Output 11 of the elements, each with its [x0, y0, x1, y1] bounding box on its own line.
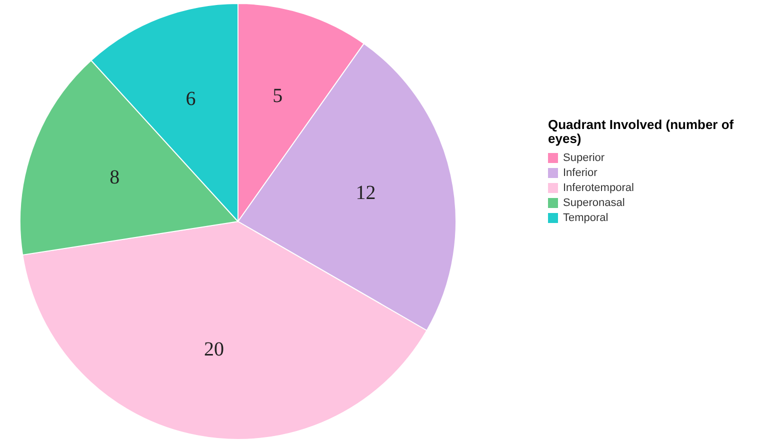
legend-label: Temporal — [563, 212, 608, 224]
data-label: 12 — [356, 182, 376, 204]
legend-title: Quadrant Involved (number of eyes) — [548, 117, 735, 146]
legend-label: Inferotemporal — [563, 182, 634, 194]
legend-label: Superior — [563, 152, 605, 164]
data-label: 20 — [204, 338, 224, 360]
data-label: 8 — [110, 166, 120, 188]
data-label: 6 — [186, 88, 196, 110]
data-label: 5 — [272, 85, 283, 108]
legend-label: Inferior — [563, 166, 598, 178]
legend-label: Superonasal — [563, 196, 625, 208]
